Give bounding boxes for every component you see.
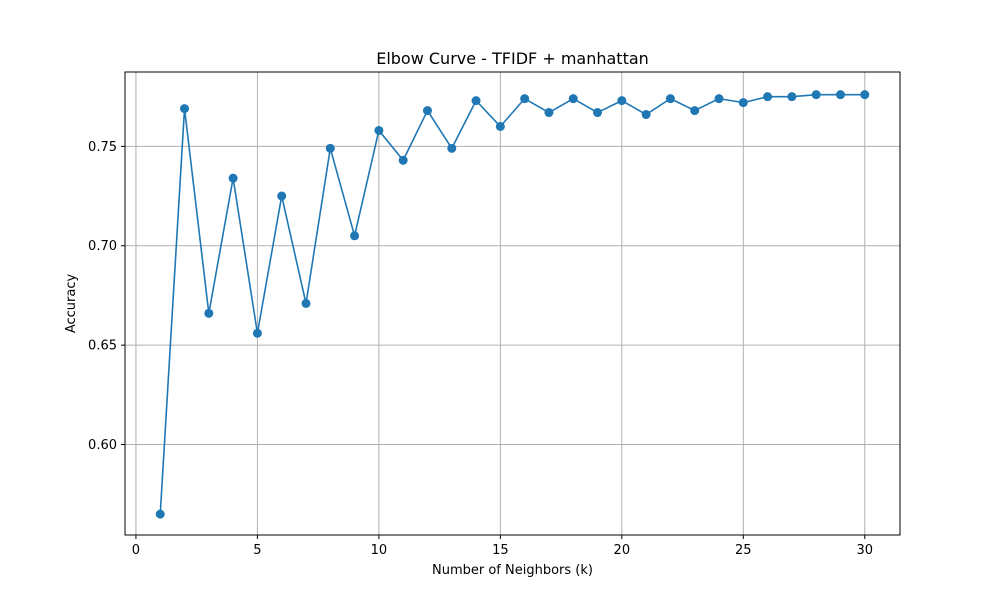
data-point xyxy=(738,98,748,108)
data-point xyxy=(763,92,773,102)
y-tick-label: 0.75 xyxy=(88,140,117,155)
data-point xyxy=(471,96,481,106)
data-point xyxy=(301,298,311,308)
data-point xyxy=(447,143,457,153)
series-line xyxy=(155,90,870,519)
data-point xyxy=(398,155,408,165)
data-point xyxy=(495,121,505,131)
data-point xyxy=(422,106,432,116)
data-point xyxy=(641,110,651,120)
grid-lines xyxy=(125,72,900,535)
x-tick-label: 5 xyxy=(253,543,261,558)
x-tick-label: 20 xyxy=(614,543,631,558)
x-tick-label: 0 xyxy=(132,543,140,558)
data-point xyxy=(180,104,190,114)
data-point xyxy=(544,108,554,118)
data-point xyxy=(520,94,530,104)
data-point xyxy=(811,90,821,100)
x-tick-label: 15 xyxy=(492,543,509,558)
data-point xyxy=(277,191,287,201)
data-point xyxy=(204,308,214,318)
data-point xyxy=(593,108,603,118)
data-point xyxy=(617,96,627,106)
data-point xyxy=(374,125,384,135)
y-tick-label: 0.65 xyxy=(88,339,117,354)
data-point xyxy=(835,90,845,100)
data-point xyxy=(325,143,335,153)
data-point xyxy=(714,94,724,104)
data-point xyxy=(252,328,262,338)
y-tick-label: 0.70 xyxy=(88,239,117,254)
axis-ticks: 0 5 10 15 20 25 30 0.60 0.65 0.70 0.75 xyxy=(88,140,873,558)
y-axis-label: Accuracy xyxy=(64,274,79,334)
x-tick-label: 25 xyxy=(735,543,752,558)
x-axis-label: Number of Neighbors (k) xyxy=(432,563,593,578)
data-point xyxy=(350,231,360,241)
data-point xyxy=(665,94,675,104)
chart-title: Elbow Curve - TFIDF + manhattan xyxy=(376,49,649,68)
y-tick-label: 0.60 xyxy=(88,438,117,453)
plot-frame xyxy=(124,71,901,536)
x-tick-label: 10 xyxy=(371,543,388,558)
data-point xyxy=(228,173,238,183)
data-point xyxy=(860,90,870,100)
data-point xyxy=(155,509,165,519)
data-point xyxy=(568,94,578,104)
data-point xyxy=(787,92,797,102)
data-point xyxy=(690,106,700,116)
x-tick-label: 30 xyxy=(856,543,873,558)
accuracy-line xyxy=(159,93,865,515)
